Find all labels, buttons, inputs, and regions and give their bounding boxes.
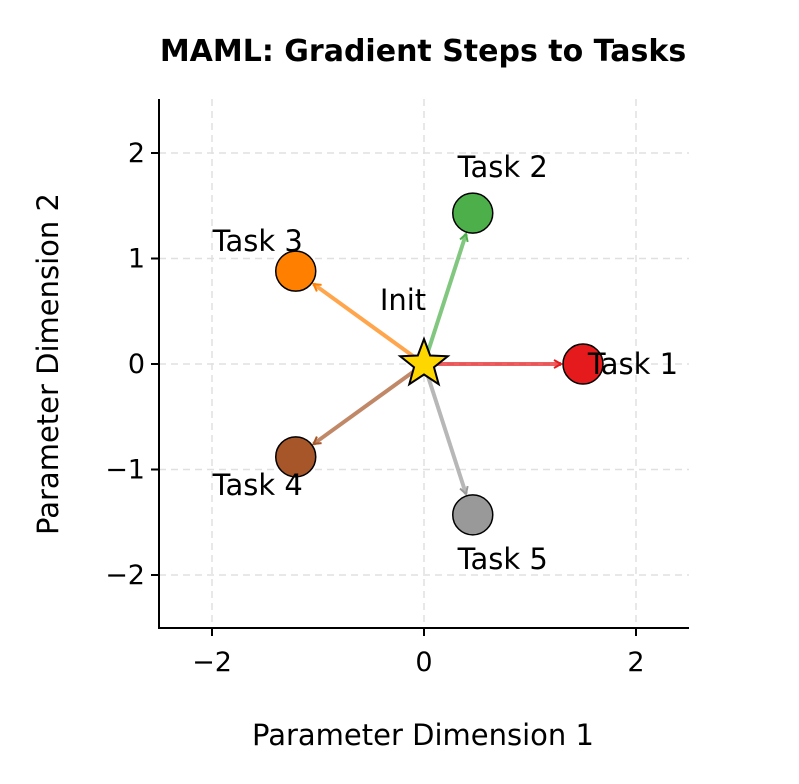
arrow-task-4 — [314, 367, 419, 446]
arrow-task-5 — [424, 370, 466, 494]
x-tick-label: 2 — [627, 647, 644, 678]
x-ticks: −2 0 2 — [192, 628, 645, 678]
y-tick-label: 2 — [128, 138, 145, 169]
y-axis-label: Parameter Dimension 2 — [31, 193, 65, 535]
task-5-marker — [452, 494, 494, 536]
x-axis-label: Parameter Dimension 1 — [252, 718, 594, 752]
task-2-marker — [452, 192, 494, 234]
task-3-marker — [274, 250, 317, 292]
chart-title: MAML: Gradient Steps to Tasks — [160, 34, 686, 69]
init-label: Init — [380, 283, 426, 317]
y-ticks: −2 −1 0 1 2 — [105, 138, 159, 591]
y-tick-label: −2 — [105, 560, 145, 591]
arrow-task-2 — [424, 234, 466, 358]
task-1-label: Task 1 — [587, 347, 678, 381]
task-4-marker — [274, 436, 317, 478]
y-tick-label: 1 — [128, 244, 145, 275]
init-star-marker — [397, 336, 451, 387]
task-3-label: Task 3 — [212, 224, 303, 258]
task-4-label: Task 4 — [212, 468, 303, 502]
x-tick-label: 0 — [415, 647, 432, 678]
task-points — [274, 192, 604, 536]
task-1-marker — [562, 343, 604, 385]
y-tick-label: −1 — [105, 455, 145, 486]
arrows — [314, 234, 561, 494]
arrow-task-3 — [314, 282, 419, 361]
y-tick-label: 0 — [128, 349, 145, 380]
task-labels: Task 1 Task 2 Task 3 Task 4 Task 5 — [212, 150, 679, 576]
x-tick-label: −2 — [192, 647, 232, 678]
task-5-label: Task 5 — [457, 542, 548, 576]
task-2-label: Task 2 — [457, 150, 548, 184]
